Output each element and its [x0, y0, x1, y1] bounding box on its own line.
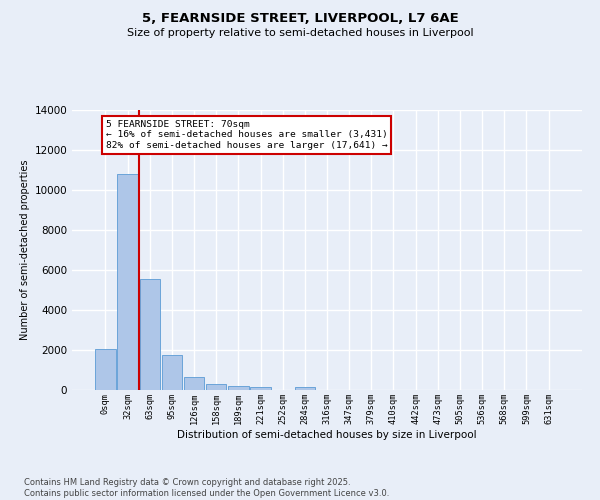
Text: 5, FEARNSIDE STREET, LIVERPOOL, L7 6AE: 5, FEARNSIDE STREET, LIVERPOOL, L7 6AE: [142, 12, 458, 26]
Y-axis label: Number of semi-detached properties: Number of semi-detached properties: [20, 160, 30, 340]
Bar: [140, 279, 160, 390]
Text: 5 FEARNSIDE STREET: 70sqm
← 16% of semi-detached houses are smaller (3,431)
82% : 5 FEARNSIDE STREET: 70sqm ← 16% of semi-…: [106, 120, 388, 150]
Bar: [95, 349, 116, 390]
Bar: [295, 387, 315, 390]
Bar: [184, 377, 204, 390]
Bar: [161, 355, 182, 390]
Bar: [250, 387, 271, 390]
Text: Size of property relative to semi-detached houses in Liverpool: Size of property relative to semi-detach…: [127, 28, 473, 38]
Bar: [228, 386, 248, 390]
Text: Contains HM Land Registry data © Crown copyright and database right 2025.
Contai: Contains HM Land Registry data © Crown c…: [24, 478, 389, 498]
X-axis label: Distribution of semi-detached houses by size in Liverpool: Distribution of semi-detached houses by …: [177, 430, 477, 440]
Bar: [206, 384, 226, 390]
Bar: [118, 174, 138, 390]
